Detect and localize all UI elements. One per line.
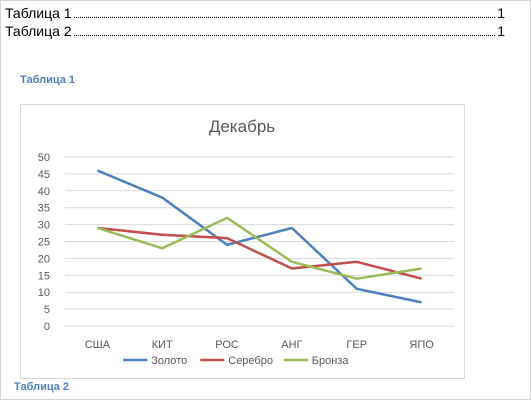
toc-entry[interactable]: Таблица 1 1	[5, 4, 505, 22]
legend-label: Бронза	[312, 355, 350, 367]
y-tick-label: 30	[38, 220, 50, 232]
y-tick-label: 20	[38, 253, 50, 265]
y-tick-label: 50	[38, 152, 50, 164]
x-tick-label: АНГ	[281, 339, 302, 351]
series-line	[97, 226, 422, 280]
line-chart: Декабрь 0 5 10 15 20 25 30 35 40 45 50 США КИТ РОС АНГ Г…	[38, 117, 454, 367]
chart-frame[interactable]: Декабрь 0 5 10 15 20 25 30 35 40 45 50 США КИТ РОС АНГ Г…	[20, 104, 465, 379]
toc-entry-page: 1	[497, 23, 505, 39]
chart-title: Декабрь	[209, 117, 275, 136]
toc-entry-page: 1	[497, 5, 505, 21]
legend-label: Серебро	[228, 355, 273, 367]
toc-dot-leader	[73, 16, 496, 18]
y-tick-label: 40	[38, 186, 50, 198]
x-tick-label: РОС	[215, 339, 239, 351]
y-tick-label: 5	[44, 304, 50, 316]
toc-entry[interactable]: Таблица 2 1	[5, 22, 505, 40]
series-line	[96, 169, 422, 304]
x-tick-label: КИТ	[152, 339, 173, 351]
x-tick-label: ЯПО	[409, 339, 434, 351]
x-tick-label: ГЕР	[346, 339, 367, 351]
series-line	[97, 216, 422, 280]
table-caption: Таблица 1	[20, 74, 76, 86]
y-tick-label: 25	[38, 237, 50, 249]
legend-label: Золото	[151, 355, 187, 367]
y-tick-label: 35	[38, 203, 50, 215]
toc-entry-label: Таблица 1	[5, 5, 72, 21]
toc-entry-label: Таблица 2	[5, 23, 72, 39]
y-tick-label: 10	[38, 287, 50, 299]
toc-dot-leader	[73, 34, 496, 36]
y-tick-label: 0	[44, 321, 50, 333]
x-tick-label: США	[85, 339, 111, 351]
y-tick-label: 15	[38, 270, 50, 282]
table-caption: Таблица 2	[14, 381, 70, 393]
y-tick-label: 45	[38, 169, 50, 181]
